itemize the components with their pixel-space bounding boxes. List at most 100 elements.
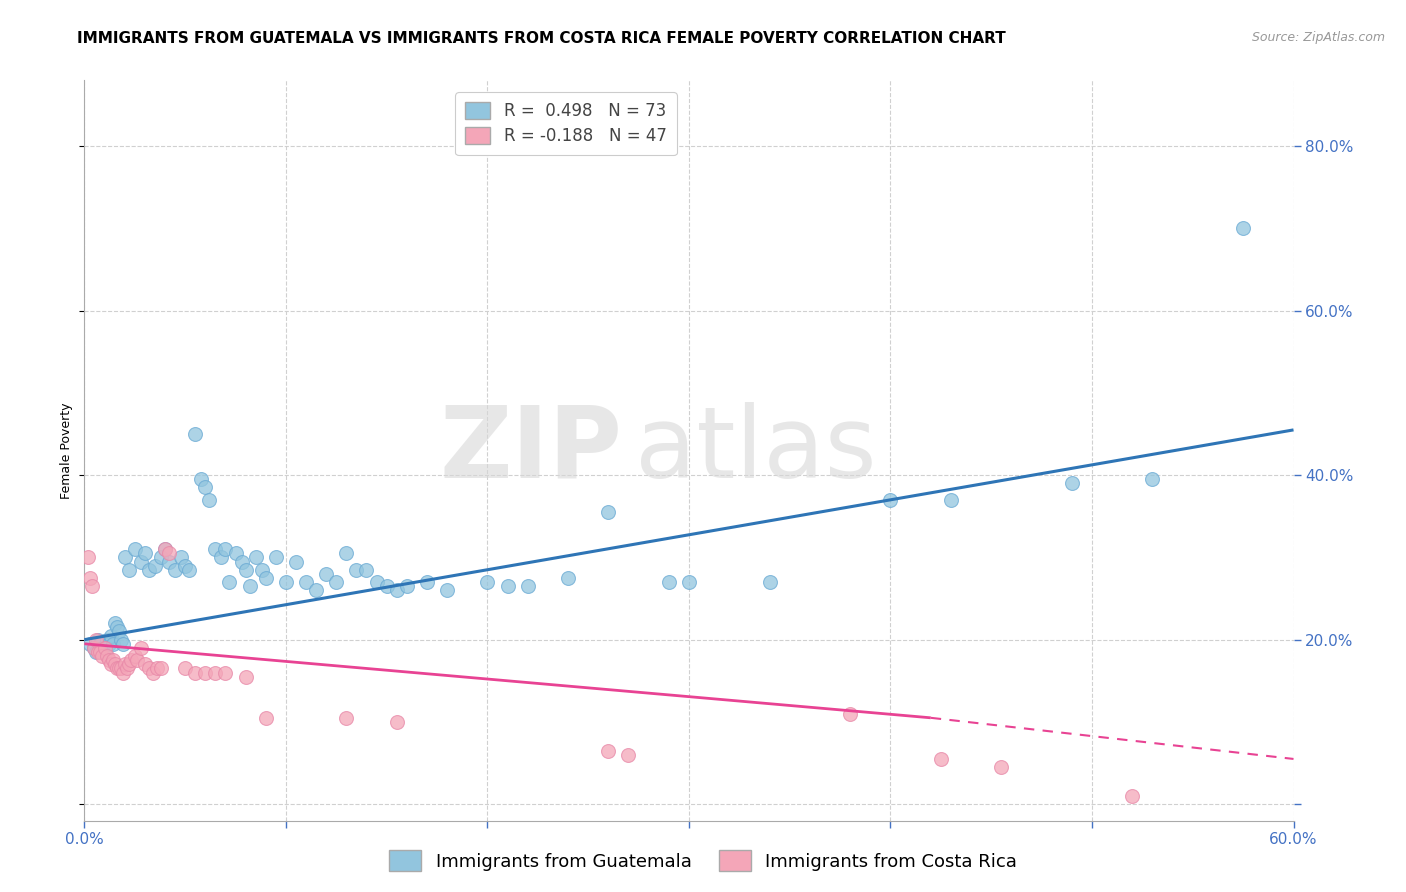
Point — [274, 575, 297, 590]
Point — [157, 546, 180, 560]
Point — [111, 665, 134, 680]
Point — [86, 632, 108, 647]
Point — [678, 575, 700, 590]
Point — [138, 661, 160, 675]
Point — [157, 554, 180, 569]
Point — [335, 711, 357, 725]
Point — [346, 563, 368, 577]
Point — [125, 653, 148, 667]
Point — [174, 558, 197, 573]
Point — [77, 550, 100, 565]
Point — [315, 566, 337, 581]
Point — [335, 546, 357, 560]
Point — [204, 665, 226, 680]
Point — [496, 579, 519, 593]
Point — [190, 472, 212, 486]
Point — [204, 542, 226, 557]
Point — [118, 657, 141, 672]
Legend: R =  0.498   N = 73, R = -0.188   N = 47: R = 0.498 N = 73, R = -0.188 N = 47 — [456, 92, 676, 155]
Text: atlas: atlas — [634, 402, 876, 499]
Point — [209, 550, 232, 565]
Point — [89, 637, 111, 651]
Point — [129, 554, 152, 569]
Point — [170, 550, 193, 565]
Point — [118, 563, 141, 577]
Point — [105, 620, 128, 634]
Point — [124, 542, 146, 557]
Point — [97, 637, 120, 651]
Point — [101, 637, 124, 651]
Point — [146, 661, 169, 675]
Point — [79, 637, 101, 651]
Point — [149, 661, 172, 675]
Point — [184, 665, 207, 680]
Point — [214, 542, 236, 557]
Point — [929, 752, 952, 766]
Point — [91, 649, 114, 664]
Point — [395, 579, 418, 593]
Point — [134, 657, 156, 672]
Point — [129, 640, 152, 655]
Point — [598, 505, 620, 519]
Point — [235, 670, 257, 684]
Point — [1060, 476, 1083, 491]
Point — [879, 492, 901, 507]
Point — [115, 661, 138, 675]
Point — [174, 661, 197, 675]
Point — [89, 645, 111, 659]
Point — [104, 616, 127, 631]
Point — [149, 550, 172, 565]
Point — [124, 649, 146, 664]
Point — [477, 575, 499, 590]
Point — [285, 554, 308, 569]
Point — [436, 583, 458, 598]
Point — [235, 563, 257, 577]
Point — [939, 492, 962, 507]
Legend: Immigrants from Guatemala, Immigrants from Costa Rica: Immigrants from Guatemala, Immigrants fr… — [381, 843, 1025, 879]
Point — [375, 579, 398, 593]
Point — [179, 563, 201, 577]
Point — [105, 661, 128, 675]
Point — [194, 480, 217, 494]
Point — [110, 661, 132, 675]
Point — [198, 492, 221, 507]
Point — [114, 550, 136, 565]
Point — [617, 747, 640, 762]
Point — [165, 563, 187, 577]
Point — [93, 645, 115, 659]
Point — [225, 546, 247, 560]
Point — [83, 640, 105, 655]
Point — [100, 657, 122, 672]
Point — [83, 640, 105, 655]
Point — [93, 640, 115, 655]
Point — [96, 649, 118, 664]
Point — [250, 563, 273, 577]
Point — [516, 579, 538, 593]
Point — [245, 550, 267, 565]
Text: ZIP: ZIP — [440, 402, 623, 499]
Point — [138, 563, 160, 577]
Point — [1232, 221, 1254, 235]
Point — [96, 632, 118, 647]
Point — [82, 579, 104, 593]
Point — [366, 575, 388, 590]
Point — [86, 645, 108, 659]
Point — [356, 563, 378, 577]
Point — [143, 558, 166, 573]
Point — [194, 665, 217, 680]
Point — [87, 645, 110, 659]
Text: Source: ZipAtlas.com: Source: ZipAtlas.com — [1251, 31, 1385, 45]
Point — [153, 542, 176, 557]
Y-axis label: Female Poverty: Female Poverty — [59, 402, 73, 499]
Point — [87, 632, 110, 647]
Point — [79, 571, 101, 585]
Point — [107, 624, 129, 639]
Point — [107, 661, 129, 675]
Point — [239, 579, 262, 593]
Point — [231, 554, 253, 569]
Point — [142, 665, 165, 680]
Point — [254, 711, 277, 725]
Point — [385, 714, 408, 729]
Point — [114, 657, 136, 672]
Point — [1142, 472, 1164, 486]
